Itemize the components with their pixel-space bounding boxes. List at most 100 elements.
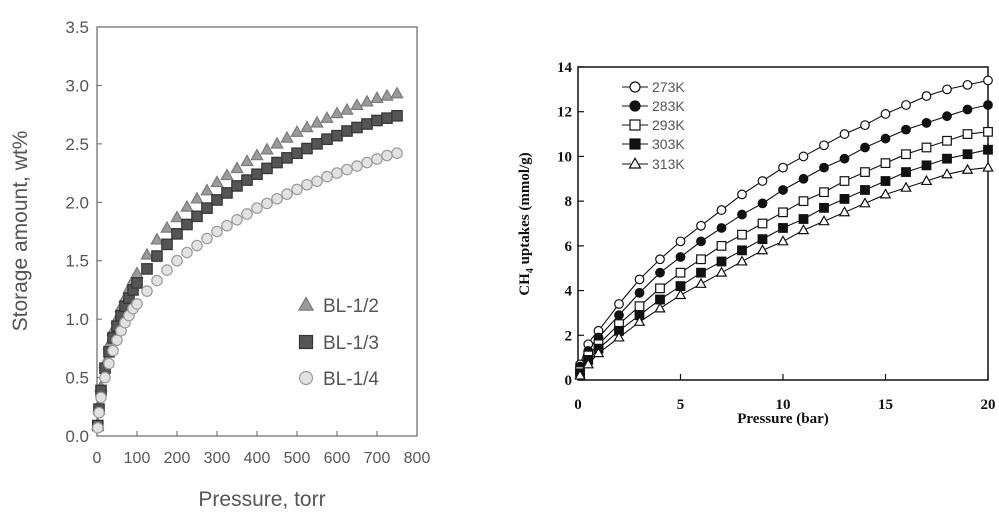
right-data-point (675, 236, 686, 247)
left-data-point (340, 102, 354, 115)
left-data-point (261, 197, 273, 210)
left-data-point (131, 298, 143, 310)
left-data-point (150, 232, 164, 245)
left-data-point (331, 129, 343, 142)
right-data-point (675, 267, 686, 278)
right-y-tick-label: 8 (565, 194, 573, 210)
right-data-point (879, 188, 892, 199)
right-data-point (737, 245, 747, 256)
right-x-tick-label: 0 (574, 397, 582, 413)
right-data-point (819, 162, 829, 173)
right-legend-marker (628, 157, 642, 169)
right-data-point (798, 151, 809, 162)
left-data-point (391, 110, 403, 122)
left-data-point (390, 86, 404, 99)
left-chart: 0 100 200 300 400 500 600 700 800 0.0 0.5 1.0 1.5 2.0… (9, 18, 430, 511)
left-data-point (141, 263, 153, 275)
left-data-point (99, 371, 111, 384)
left-y-tick-label: 0.0 (65, 427, 89, 446)
left-x-tick-label: 500 (284, 450, 311, 467)
right-data-point (696, 267, 706, 278)
left-data-point (380, 88, 394, 101)
left-data-point (310, 115, 324, 128)
right-legend-label: 283K (652, 98, 685, 114)
left-legend-label: BL-1/4 (323, 369, 379, 390)
left-data-point (191, 239, 203, 252)
right-legend: 273K 283K 293K 303K 313K (622, 79, 685, 172)
right-data-point (982, 161, 994, 172)
right-axis-ticks: 0 5 10 15 20 0 2 4 6 8 10 12 14 (557, 60, 996, 413)
right-data-point (778, 162, 788, 173)
left-data-point (361, 156, 373, 169)
right-data-point (737, 189, 747, 200)
left-data-point (211, 194, 223, 206)
left-data-point (341, 125, 353, 137)
left-x-tick-label: 700 (364, 450, 391, 467)
right-data-point (757, 176, 768, 186)
right-y-tick-label: 14 (557, 60, 573, 76)
left-data-point (291, 183, 303, 196)
left-data-point (311, 175, 323, 188)
right-x-tick-label: 10 (776, 397, 791, 413)
left-y-tick-label: 3.0 (65, 76, 89, 95)
right-data-point (838, 206, 851, 217)
right-y-axis-label-rest: uptakes (mmol/g) (517, 152, 533, 268)
left-y-tick-label: 2.5 (65, 135, 89, 154)
right-data-point (860, 120, 870, 131)
right-y-tick-label: 6 (565, 239, 573, 255)
left-data-point (180, 199, 194, 212)
right-data-point (818, 215, 830, 226)
left-data-point (160, 220, 174, 233)
right-data-point (737, 229, 747, 240)
right-data-point (839, 194, 850, 204)
left-data-point (130, 266, 144, 279)
left-data-point (221, 219, 233, 232)
right-y-tick-label: 0 (565, 373, 573, 389)
right-data-markers (574, 75, 994, 380)
left-data-point (211, 225, 223, 238)
right-data-point (839, 153, 850, 164)
left-data-point (280, 130, 294, 143)
left-data-point (131, 277, 143, 289)
right-y-axis-label-main: CH (517, 273, 533, 296)
left-data-point (321, 133, 333, 145)
right-data-point (819, 202, 829, 213)
right-legend-marker (629, 81, 641, 93)
right-data-point (880, 158, 891, 169)
left-data-point (191, 210, 203, 223)
left-data-point (240, 154, 254, 167)
left-data-point (92, 422, 104, 434)
right-data-point (942, 84, 952, 95)
right-data-point (901, 124, 911, 135)
left-x-tick-label: 600 (324, 450, 351, 467)
right-y-axis-label: CH4 uptakes (mmol/g) (517, 152, 536, 295)
left-data-point (330, 106, 344, 119)
right-data-point (614, 310, 624, 321)
right-data-point (614, 299, 624, 309)
right-data-point (756, 244, 769, 255)
left-x-tick-label: 200 (164, 450, 191, 467)
left-legend-marker (297, 296, 315, 311)
right-data-point (757, 198, 768, 209)
right-data-point (921, 142, 932, 153)
right-data-point (675, 252, 686, 262)
left-data-point (181, 246, 193, 259)
left-data-point (230, 161, 244, 174)
right-data-point (901, 100, 911, 110)
left-legend-label: BL-1/3 (323, 333, 379, 354)
left-data-point (351, 121, 363, 134)
left-data-point (381, 149, 393, 162)
right-data-point (716, 205, 727, 215)
left-data-point (220, 168, 234, 181)
left-data-point (371, 114, 383, 127)
right-data-point (716, 256, 727, 267)
right-data-point (860, 142, 870, 153)
left-data-point (281, 188, 293, 200)
left-data-point (103, 357, 115, 370)
left-data-point (370, 91, 384, 104)
right-data-point (695, 277, 707, 288)
left-x-tick-label: 300 (204, 450, 231, 467)
right-legend-label: 293K (652, 117, 685, 133)
